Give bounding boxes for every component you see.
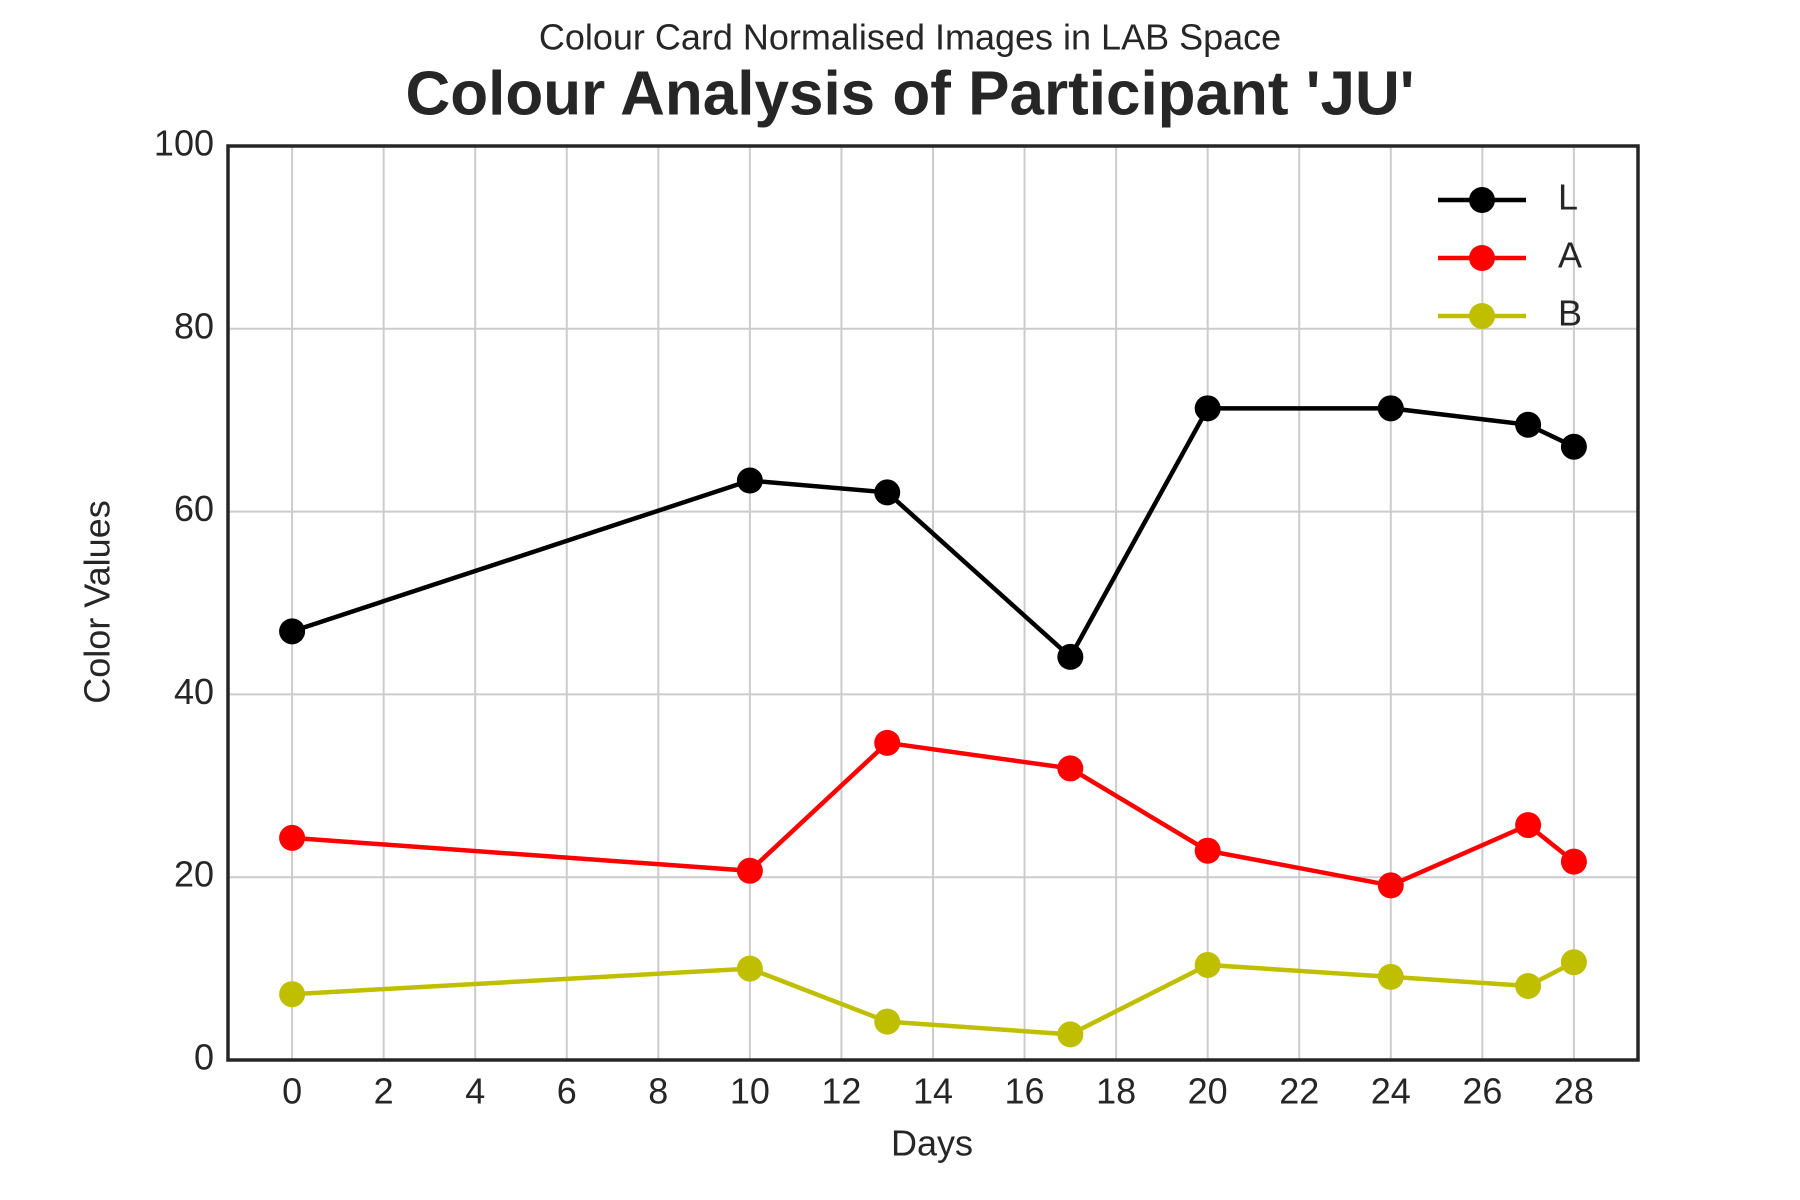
x-tick-label: 0 (282, 1071, 302, 1112)
y-tick-label: 100 (154, 123, 214, 164)
x-tick-label: 24 (1371, 1071, 1411, 1112)
y-tick-label: 80 (174, 305, 214, 346)
data-point (1560, 949, 1587, 976)
data-point (279, 824, 306, 851)
series-line (291, 406, 1575, 661)
data-point (1515, 812, 1542, 839)
x-tick-label: 8 (648, 1071, 668, 1112)
x-tick-label: 22 (1279, 1071, 1319, 1112)
data-point (1515, 972, 1542, 999)
data-point (279, 618, 306, 645)
x-tick-label: 20 (1188, 1071, 1228, 1112)
data-point (1560, 848, 1587, 875)
chart-subtitle: Colour Card Normalised Images in LAB Spa… (539, 17, 1281, 58)
data-point (1194, 395, 1221, 422)
data-point (736, 857, 763, 884)
data-point (1377, 872, 1404, 899)
data-point (874, 1008, 901, 1035)
x-tick-label: 18 (1096, 1071, 1136, 1112)
legend-label: A (1558, 235, 1582, 276)
legend-label: B (1558, 293, 1582, 334)
chart-title: Colour Analysis of Participant 'JU' (405, 59, 1414, 128)
x-tick-label: 26 (1462, 1071, 1502, 1112)
x-tick-label: 16 (1005, 1071, 1045, 1112)
data-point (1057, 755, 1084, 782)
data-point (1057, 643, 1084, 670)
data-point (736, 467, 763, 494)
series-line (291, 740, 1576, 888)
series-line (291, 960, 1575, 1037)
x-tick-label: 2 (374, 1071, 394, 1112)
y-tick-label: 20 (174, 854, 214, 895)
legend-marker (1469, 245, 1495, 271)
x-tick-label: 28 (1554, 1071, 1594, 1112)
data-point (874, 479, 901, 506)
data-point (1377, 395, 1404, 422)
y-tick-label: 0 (194, 1037, 214, 1078)
data-point (279, 981, 306, 1008)
x-tick-label: 6 (557, 1071, 577, 1112)
legend-label: L (1558, 177, 1578, 218)
y-axis-label: Color Values (77, 500, 118, 703)
x-axis-label: Days (891, 1123, 973, 1164)
x-tick-label: 14 (913, 1071, 953, 1112)
legend-marker (1469, 303, 1495, 329)
x-tick-label: 4 (465, 1071, 485, 1112)
data-point (736, 955, 763, 982)
data-point (1515, 411, 1542, 438)
data-point (1194, 837, 1221, 864)
data-point (874, 729, 901, 756)
y-tick-label: 40 (174, 671, 214, 712)
data-point (1194, 951, 1221, 978)
x-tick-label: 10 (730, 1071, 770, 1112)
legend-marker (1469, 187, 1495, 213)
y-tick-label: 60 (174, 488, 214, 529)
data-point (1560, 433, 1587, 460)
plot-frame (226, 144, 1640, 1062)
data-point (1057, 1021, 1084, 1048)
x-tick-label: 12 (821, 1071, 861, 1112)
data-point (1377, 963, 1404, 990)
